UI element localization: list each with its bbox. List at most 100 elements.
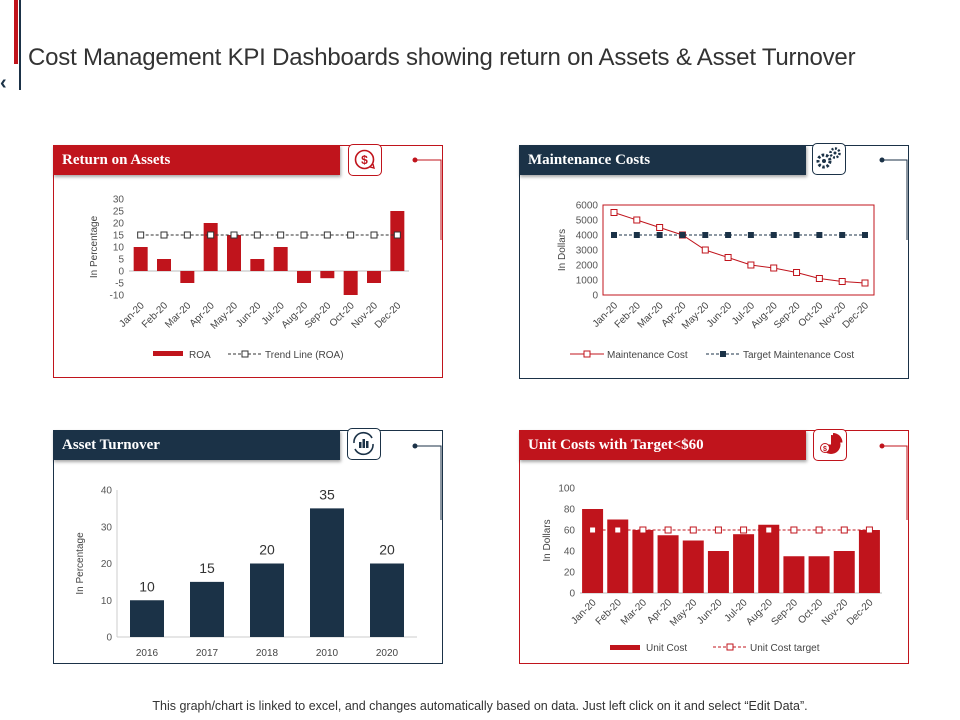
- maintenance-cost-marker: [747, 261, 755, 269]
- target-maintenance-marker: [793, 232, 800, 238]
- maintenance-cost-marker: [838, 278, 846, 285]
- trend-marker: [253, 231, 261, 239]
- y-tick-label: -10: [110, 291, 125, 302]
- unit-target-marker: [815, 526, 823, 534]
- unit-cost-bar: [632, 530, 654, 593]
- turnover-bar: [310, 508, 344, 637]
- legend-unit-target-label: Unit Cost target: [750, 643, 820, 654]
- maintenance-cost-marker: [861, 279, 869, 287]
- y-tick-label: 40: [101, 486, 113, 497]
- roa-bar: [297, 271, 311, 283]
- x-tick-label: Nov-20: [820, 597, 851, 628]
- maintenance-cost-marker: [815, 275, 823, 282]
- y-axis-title: In Dollars: [542, 519, 553, 561]
- unit-target-marker: [790, 526, 798, 534]
- turnover-data-label: 15: [199, 560, 215, 576]
- roa-bar: [227, 235, 241, 271]
- y-tick-label: 2000: [576, 261, 599, 272]
- y-tick-label: 100: [558, 484, 575, 495]
- maintenance-header: Maintenance Costs: [519, 145, 806, 175]
- y-tick-label: 80: [564, 505, 576, 516]
- target-maintenance-marker: [770, 232, 777, 238]
- turnover-data-label: 20: [379, 542, 395, 558]
- y-tick-label: 5000: [576, 216, 599, 227]
- y-tick-label: 60: [564, 526, 576, 537]
- roa-bar: [343, 271, 358, 295]
- unit-target-marker: [614, 526, 622, 534]
- unit-cost-bar: [858, 530, 880, 593]
- maintenance-cost-marker: [610, 209, 618, 216]
- roa-bar: [390, 211, 405, 271]
- x-tick-label: 2016: [136, 648, 159, 659]
- y-tick-label: 0: [569, 589, 575, 600]
- y-tick-label: 15: [113, 231, 125, 242]
- back-chevron-icon[interactable]: ‹: [0, 72, 7, 94]
- legend-unit-target-marker: [726, 643, 734, 651]
- unit-target-marker: [589, 526, 597, 534]
- x-tick-label: Jan-20: [569, 597, 599, 627]
- legend-unit-label: Unit Cost: [646, 643, 687, 654]
- trend-marker: [370, 231, 378, 239]
- turnover-header: Asset Turnover: [53, 430, 340, 460]
- turnover-bar: [370, 563, 404, 637]
- target-maintenance-marker: [816, 232, 823, 238]
- legend-roa-label: ROA: [189, 350, 211, 361]
- roa-bar: [367, 271, 381, 283]
- target-maintenance-marker: [679, 232, 686, 238]
- trend-marker: [347, 231, 355, 239]
- y-tick-label: 0: [118, 267, 124, 278]
- unit-cost-bar: [582, 509, 604, 593]
- trend-marker: [160, 231, 168, 239]
- y-tick-label: 25: [113, 207, 125, 218]
- trend-marker: [393, 231, 401, 239]
- y-tick-label: 3000: [576, 246, 599, 257]
- y-tick-label: 10: [113, 243, 125, 254]
- y-tick-label: 1000: [576, 276, 599, 287]
- gears-icon: [812, 143, 846, 175]
- maintenance-cost-marker: [793, 269, 801, 276]
- trend-marker: [137, 231, 145, 239]
- trend-marker: [183, 231, 191, 239]
- y-tick-label: 4000: [576, 231, 599, 242]
- unit-target-marker: [740, 526, 748, 534]
- legend-target-label: Target Maintenance Cost: [743, 350, 854, 361]
- x-tick-label: Jun-20: [695, 597, 725, 627]
- maintenance-cost-marker: [724, 254, 732, 261]
- legend-target-marker: [720, 351, 726, 357]
- legend-unit-swatch: [610, 645, 640, 650]
- y-tick-label: 30: [101, 522, 113, 533]
- unit-cost-bar: [733, 534, 755, 593]
- y-tick-label: 5: [118, 255, 124, 266]
- x-tick-label: 2010: [316, 648, 339, 659]
- x-tick-label: Sep-20: [769, 597, 800, 628]
- maintenance-cost-marker: [656, 224, 664, 231]
- y-tick-label: 0: [106, 633, 112, 644]
- y-tick-label: 20: [101, 559, 113, 570]
- trend-marker: [230, 231, 238, 239]
- unit-cost-bar: [783, 556, 805, 593]
- roa-bar: [250, 259, 265, 271]
- y-tick-label: 0: [592, 291, 598, 302]
- target-maintenance-marker: [702, 232, 709, 238]
- unit-cost-bar: [707, 551, 729, 593]
- unit-cost-bar: [682, 540, 704, 593]
- legend-maintenance-label: Maintenance Cost: [607, 350, 688, 361]
- trend-marker: [207, 231, 215, 239]
- roa-bar: [180, 271, 195, 283]
- x-tick-label: Feb-20: [594, 597, 624, 627]
- y-tick-label: 20: [564, 568, 576, 579]
- unit-cost-bar: [833, 551, 855, 593]
- maintenance-cost-marker: [701, 246, 709, 254]
- x-tick-label: 2018: [256, 648, 279, 659]
- target-maintenance-marker: [862, 232, 868, 238]
- legend-maintenance-marker: [583, 350, 591, 358]
- maintenance-cost-line: [613, 212, 866, 284]
- y-axis-title: In Percentage: [75, 532, 86, 595]
- dollar-refresh-icon: $: [348, 144, 382, 176]
- footer-note: This graph/chart is linked to excel, and…: [152, 699, 808, 713]
- target-maintenance-marker: [747, 232, 754, 238]
